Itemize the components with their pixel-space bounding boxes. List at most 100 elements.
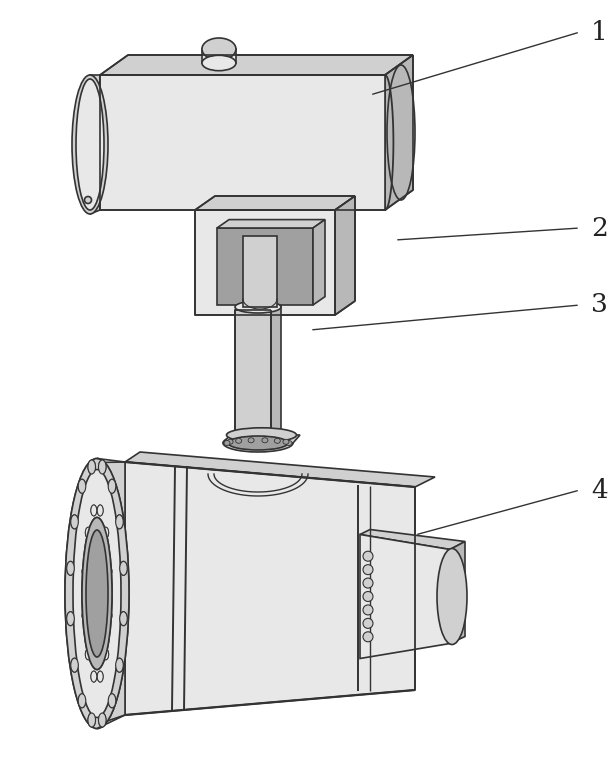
Ellipse shape	[363, 591, 373, 601]
Ellipse shape	[91, 505, 97, 516]
Polygon shape	[217, 220, 325, 228]
Polygon shape	[385, 55, 413, 210]
Ellipse shape	[116, 514, 123, 528]
Polygon shape	[335, 196, 355, 315]
Ellipse shape	[120, 561, 127, 575]
Ellipse shape	[73, 469, 121, 718]
Ellipse shape	[78, 480, 85, 494]
Polygon shape	[235, 310, 271, 448]
Text: 2: 2	[591, 216, 608, 241]
Ellipse shape	[71, 514, 78, 528]
Ellipse shape	[65, 459, 129, 729]
Text: 1: 1	[591, 19, 608, 44]
Polygon shape	[100, 55, 413, 75]
Polygon shape	[223, 435, 300, 443]
Ellipse shape	[108, 480, 116, 494]
Ellipse shape	[71, 514, 78, 528]
Ellipse shape	[108, 480, 116, 494]
Ellipse shape	[97, 671, 103, 682]
Ellipse shape	[91, 671, 97, 682]
Ellipse shape	[106, 566, 112, 577]
Ellipse shape	[98, 713, 106, 727]
Ellipse shape	[98, 460, 106, 474]
Ellipse shape	[363, 565, 373, 575]
Ellipse shape	[98, 713, 106, 727]
Polygon shape	[271, 304, 281, 448]
Ellipse shape	[103, 649, 109, 660]
Ellipse shape	[283, 439, 289, 445]
Ellipse shape	[108, 694, 116, 708]
Ellipse shape	[103, 527, 109, 539]
Ellipse shape	[67, 611, 74, 625]
Ellipse shape	[82, 566, 88, 577]
Ellipse shape	[72, 75, 108, 214]
Ellipse shape	[85, 527, 91, 539]
Ellipse shape	[437, 549, 467, 645]
Polygon shape	[450, 542, 465, 643]
Ellipse shape	[274, 438, 280, 443]
Ellipse shape	[86, 530, 108, 657]
Ellipse shape	[82, 566, 88, 577]
Ellipse shape	[88, 713, 95, 727]
Ellipse shape	[363, 605, 373, 615]
Ellipse shape	[73, 469, 121, 718]
Polygon shape	[97, 462, 125, 725]
Ellipse shape	[387, 65, 415, 200]
Ellipse shape	[98, 460, 106, 474]
Ellipse shape	[88, 460, 95, 474]
Ellipse shape	[116, 514, 123, 528]
Polygon shape	[243, 236, 277, 307]
Ellipse shape	[120, 611, 127, 625]
Ellipse shape	[262, 438, 268, 443]
Polygon shape	[195, 210, 335, 315]
Ellipse shape	[106, 610, 112, 622]
Ellipse shape	[71, 658, 78, 672]
Ellipse shape	[71, 658, 78, 672]
Ellipse shape	[76, 79, 104, 210]
Ellipse shape	[91, 671, 97, 682]
Ellipse shape	[88, 460, 95, 474]
Ellipse shape	[202, 55, 236, 71]
Ellipse shape	[97, 505, 103, 516]
Text: 4: 4	[591, 477, 608, 503]
Ellipse shape	[82, 610, 88, 622]
Ellipse shape	[363, 578, 373, 588]
Ellipse shape	[106, 610, 112, 622]
Polygon shape	[100, 75, 385, 210]
Ellipse shape	[97, 505, 103, 516]
Ellipse shape	[227, 439, 233, 445]
Ellipse shape	[223, 434, 293, 452]
Ellipse shape	[88, 713, 95, 727]
Polygon shape	[195, 196, 355, 210]
Ellipse shape	[85, 527, 91, 539]
Ellipse shape	[226, 428, 296, 442]
Ellipse shape	[286, 441, 292, 445]
Ellipse shape	[224, 441, 230, 445]
Ellipse shape	[85, 649, 91, 660]
Ellipse shape	[363, 551, 373, 561]
Polygon shape	[360, 529, 465, 549]
Ellipse shape	[91, 505, 97, 516]
Ellipse shape	[67, 611, 74, 625]
Ellipse shape	[116, 658, 123, 672]
Ellipse shape	[228, 436, 288, 450]
Ellipse shape	[78, 480, 85, 494]
Ellipse shape	[86, 530, 108, 657]
Polygon shape	[360, 535, 450, 659]
Ellipse shape	[82, 518, 112, 670]
Ellipse shape	[120, 611, 127, 625]
Ellipse shape	[363, 632, 373, 642]
Ellipse shape	[116, 658, 123, 672]
Ellipse shape	[106, 566, 112, 577]
Polygon shape	[313, 220, 325, 305]
Ellipse shape	[82, 518, 112, 670]
Ellipse shape	[65, 459, 129, 729]
Ellipse shape	[236, 438, 242, 443]
Polygon shape	[217, 228, 313, 305]
Polygon shape	[90, 75, 100, 214]
Ellipse shape	[235, 301, 281, 313]
Ellipse shape	[103, 649, 109, 660]
Polygon shape	[125, 462, 415, 715]
Ellipse shape	[67, 561, 74, 575]
Polygon shape	[125, 452, 435, 487]
